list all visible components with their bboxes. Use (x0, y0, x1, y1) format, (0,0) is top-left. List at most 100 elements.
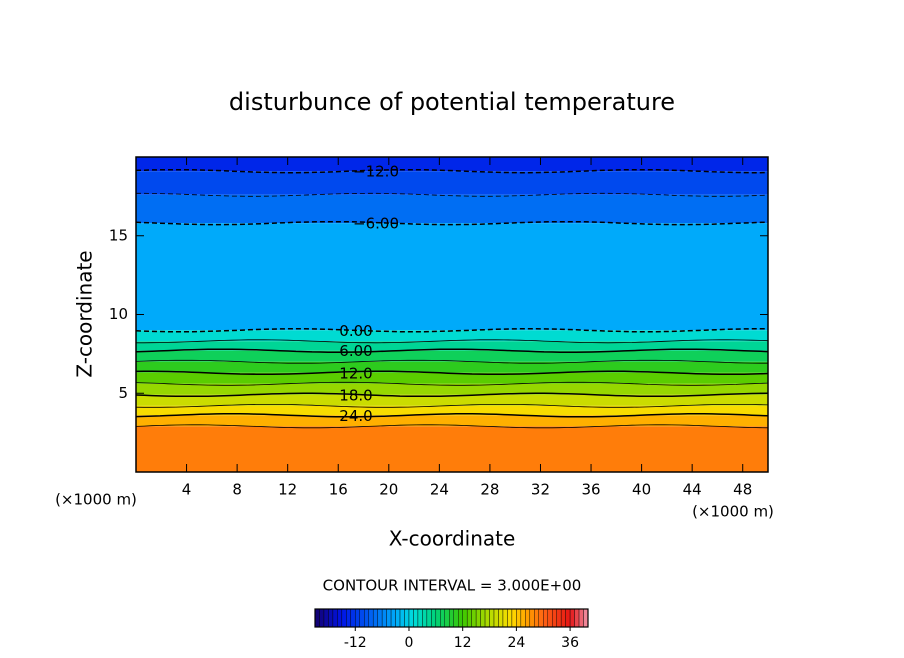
contour-line (135, 381, 769, 386)
colorbar-cell (386, 608, 392, 628)
x-tick-label: 24 (430, 481, 449, 499)
contour-band (136, 341, 768, 351)
colorbar-cell (337, 608, 343, 628)
colorbar-cell (372, 608, 378, 628)
x-tick-label: 20 (379, 481, 398, 499)
colorbar-cell (377, 608, 383, 628)
colorbar-cell (350, 608, 356, 628)
colorbar-cell (417, 608, 423, 628)
colorbar-tick-label: 12 (454, 635, 472, 651)
contour-line (135, 220, 769, 226)
colorbar-frame (314, 608, 589, 628)
colorbar-cell (569, 608, 575, 628)
colorbar-cell (489, 608, 495, 628)
x-unit-label: (×1000 m) (55, 491, 137, 509)
colorbar-cell (449, 608, 454, 628)
colorbar-cell (578, 608, 584, 628)
colorbar-cell (319, 608, 325, 628)
x-tick-label: 12 (278, 481, 297, 499)
colorbar-cell (556, 608, 562, 628)
x-tick-label: 8 (232, 481, 242, 499)
colorbar-cell (332, 608, 338, 628)
colorbar-cell (534, 608, 539, 628)
colorbar-cell (511, 608, 517, 628)
colorbar-cell (341, 608, 347, 628)
colorbar-cell (458, 608, 463, 628)
contour-band (136, 394, 768, 406)
colorbar-cell (323, 608, 329, 628)
contour-label: 24.0 (339, 407, 372, 425)
colorbar-cell (413, 608, 419, 628)
colorbar-cell (390, 608, 396, 628)
colorbar-cell (462, 608, 468, 628)
contour-band (136, 194, 768, 224)
contour-line (135, 413, 769, 418)
contour-line (135, 359, 768, 364)
contour-band (136, 171, 768, 195)
colorbar-cell (484, 608, 490, 628)
colorbar-cell (507, 608, 513, 628)
contour-line (136, 339, 769, 344)
colorbar-cell (493, 608, 499, 628)
contour-line (135, 392, 769, 398)
colorbar-cell (422, 608, 428, 628)
contour-band (136, 426, 768, 472)
contour-interval: CONTOUR INTERVAL = 3.000E+00 (323, 577, 582, 595)
colorbar-cell (529, 608, 535, 628)
x-axis-label: X-coordinate (389, 527, 516, 551)
contour-band (136, 383, 768, 395)
colorbar-cell (475, 608, 481, 628)
contour-label: −12.0 (353, 163, 399, 181)
colorbar-cell (560, 608, 566, 628)
colorbar-cell (395, 608, 401, 628)
x-tick-label: 16 (329, 481, 348, 499)
colorbar-cell (328, 608, 334, 628)
contour-line (135, 424, 769, 429)
contour-label: 12.0 (339, 364, 372, 382)
contour-line (135, 348, 769, 353)
chart-title: disturbunce of potential temperature (229, 88, 675, 116)
colorbar-cell (471, 608, 477, 628)
colorbar-cell (565, 608, 571, 628)
colorbar-cell (381, 608, 387, 628)
colorbar-cell (426, 608, 432, 628)
contour-band (136, 415, 768, 427)
x-tick-label: 36 (581, 481, 600, 499)
colorbar-cell (431, 608, 437, 628)
contour-label: 18.0 (339, 386, 372, 404)
y-tick-label: 5 (118, 384, 128, 402)
colorbar-cell (435, 608, 441, 628)
contour-line (135, 370, 769, 376)
contour-line (135, 404, 769, 408)
x-tick-label: 48 (733, 481, 752, 499)
x-tick-label: 4 (182, 481, 192, 499)
y-axis-label: Z-coordinate (73, 250, 97, 377)
colorbar-cell (355, 608, 360, 628)
colorbar-cell (525, 608, 531, 628)
contour-label: −6.00 (353, 215, 399, 233)
colorbar-cell (453, 608, 459, 628)
contour-band (136, 372, 768, 384)
colorbar-cell (583, 608, 589, 628)
colorbar-cell (516, 608, 522, 628)
colorbar-cell (480, 608, 486, 628)
x-tick-label: 28 (480, 481, 499, 499)
colorbar-cell (408, 608, 414, 628)
colorbar-cell (574, 608, 580, 628)
contour-label: 0.00 (339, 322, 372, 340)
colorbar-cell (364, 608, 369, 628)
colorbar-cell (520, 608, 526, 628)
colorbar-tick-label: -12 (344, 635, 367, 651)
colorbar-cell (368, 608, 374, 628)
colorbar-cell (466, 608, 472, 628)
colorbar-cell (498, 608, 504, 628)
colorbar-cell (543, 608, 548, 628)
colorbar-cell (440, 608, 445, 628)
x-tick-label: 40 (632, 481, 651, 499)
colorbar-cell (538, 608, 544, 628)
contour-label: 6.00 (339, 342, 372, 360)
colorbar-cell (359, 608, 365, 628)
colorbar-cell (551, 608, 557, 628)
contour-band (136, 350, 768, 362)
contour-band (136, 330, 768, 342)
